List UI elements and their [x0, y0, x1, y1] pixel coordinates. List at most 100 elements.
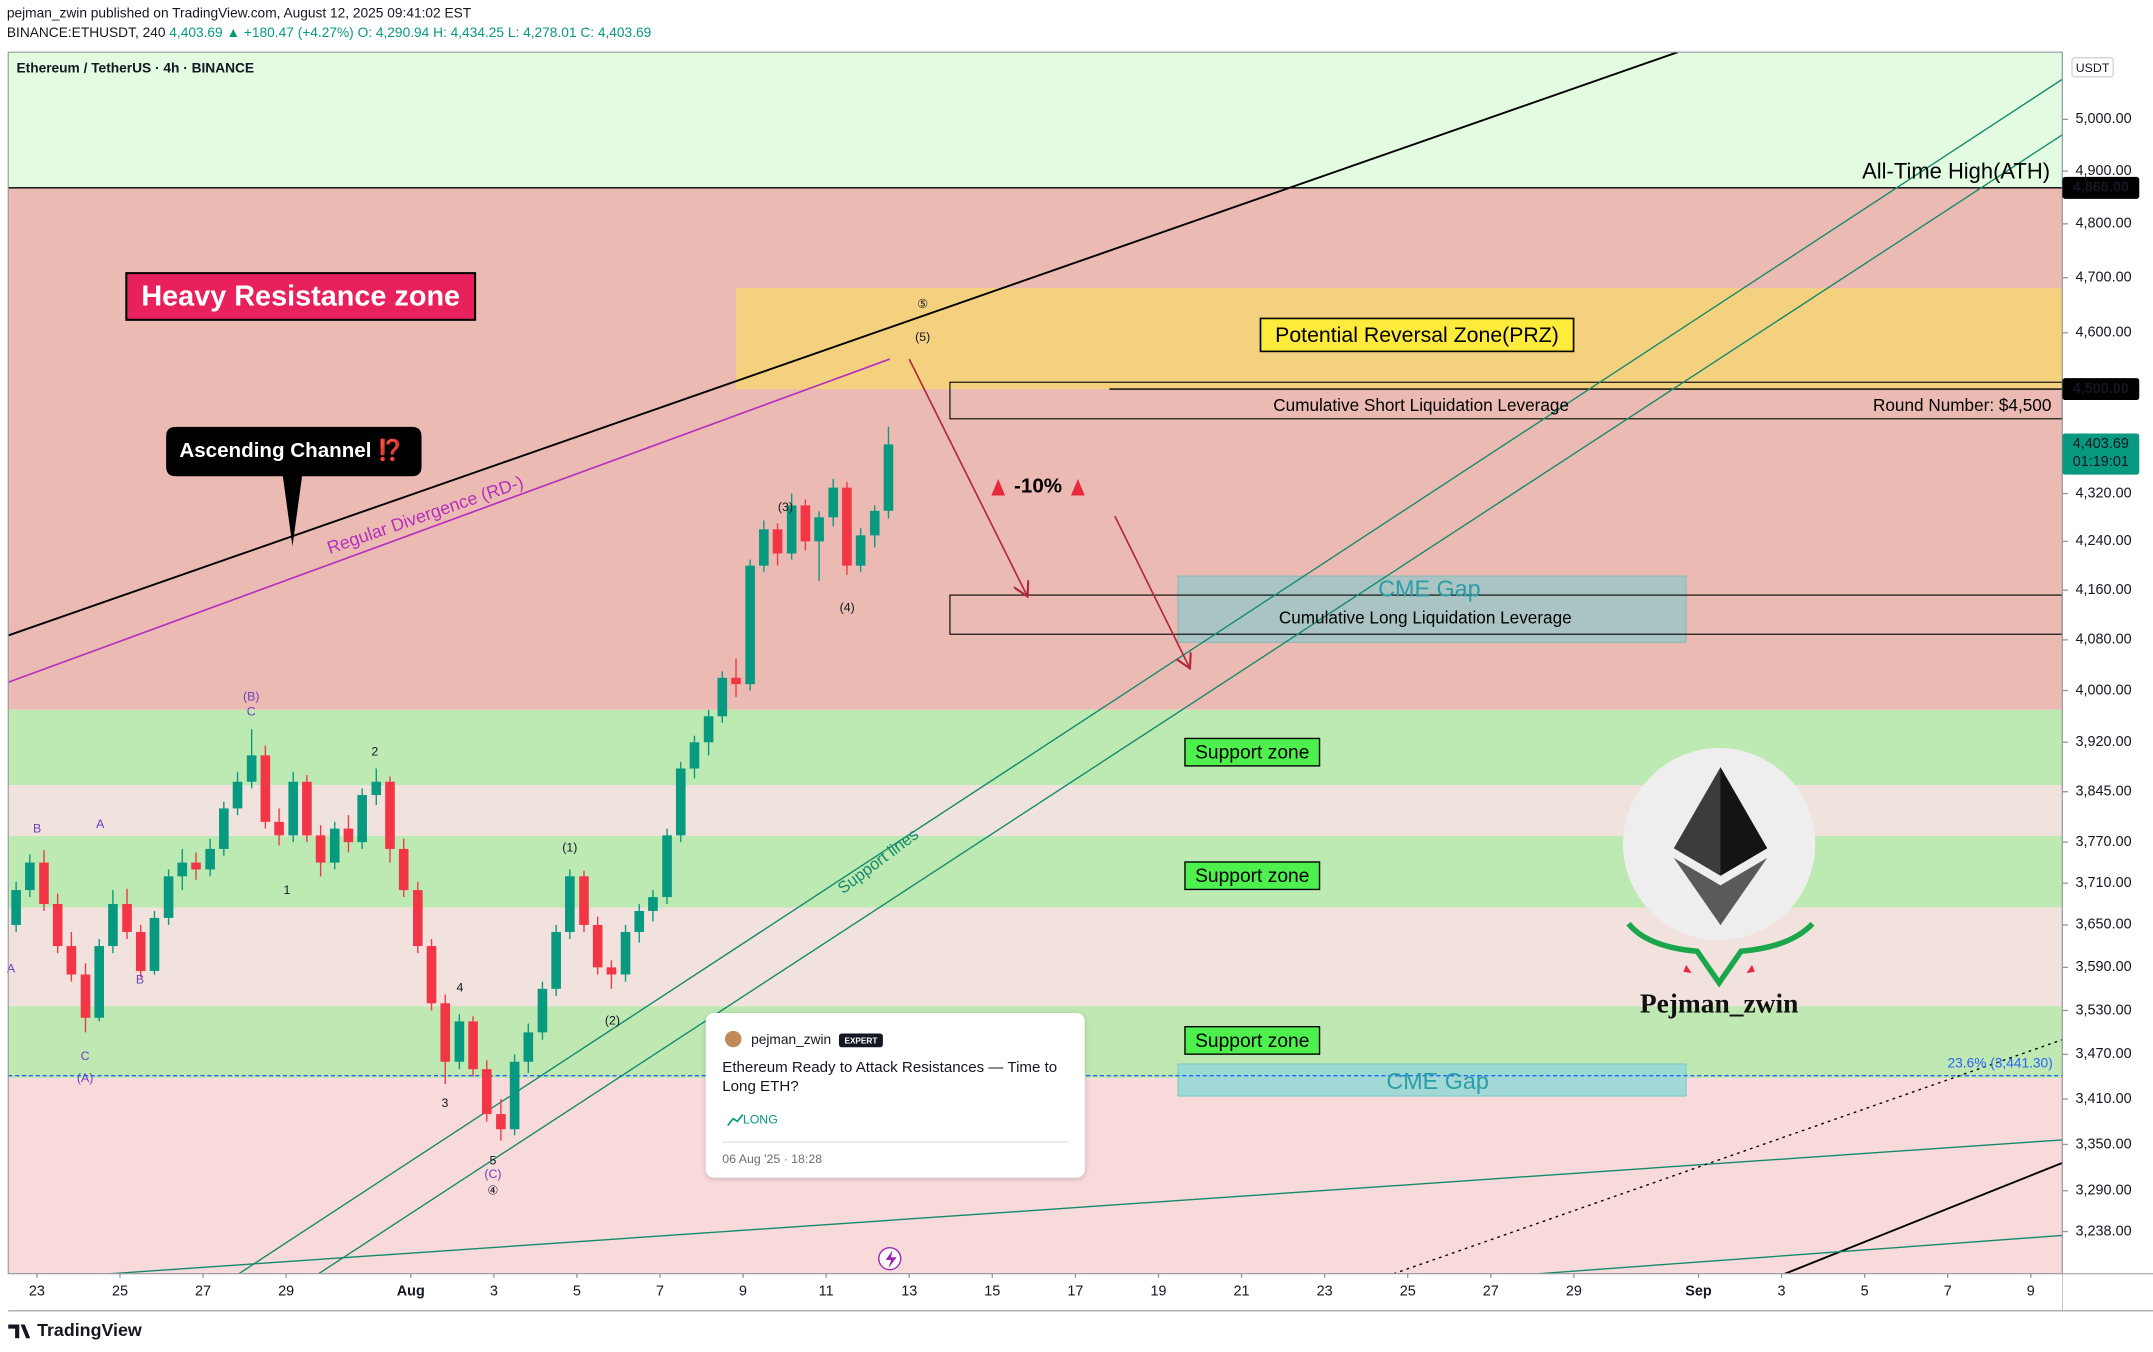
- brand: TradingView: [37, 1320, 142, 1340]
- wave-label: A: [7, 961, 16, 975]
- y-tick-label: 4,700.00: [2076, 270, 2132, 286]
- candle-body: [855, 535, 866, 566]
- price-label: 4,500.00: [2073, 381, 2129, 397]
- candle-body: [80, 974, 91, 1018]
- x-tick-label: 27: [1483, 1283, 1499, 1299]
- support-label-box: [1184, 737, 1321, 767]
- candle-body: [11, 890, 21, 925]
- candle-body: [579, 876, 589, 925]
- card-bg: [705, 1012, 1085, 1178]
- candle-body: [25, 862, 35, 891]
- candle-body: [496, 1114, 506, 1130]
- candle-body: [413, 890, 423, 947]
- resistance-label: Heavy Resistance zone: [141, 280, 460, 312]
- x-tick-label: 29: [1566, 1283, 1582, 1299]
- candle-body: [371, 781, 382, 796]
- candle-body: [551, 931, 561, 989]
- avatar: [724, 1030, 742, 1048]
- candle-body: [163, 876, 174, 918]
- x-tick-label: 7: [656, 1283, 664, 1299]
- prz-label: Potential Reversal Zone(PRZ): [1275, 323, 1559, 347]
- candle-body: [260, 755, 271, 822]
- x-tick-label: 29: [278, 1283, 294, 1299]
- trend-line: [318, 134, 2063, 1274]
- candle-body: [108, 903, 118, 947]
- cme-gap-label: CME Gap: [1378, 575, 1480, 601]
- cme-gap-label: CME Gap: [1386, 1068, 1488, 1094]
- x-tick-label: 9: [2027, 1283, 2035, 1299]
- candle-body: [800, 505, 811, 542]
- drop-label: -10%: [1014, 475, 1062, 498]
- resistance-label-box: [125, 272, 477, 321]
- trend-line: [238, 78, 2063, 1274]
- candle-body: [828, 487, 839, 518]
- channel-label: Ascending Channel ⁉️: [179, 438, 402, 462]
- candle-body: [883, 444, 894, 511]
- candle-body: [620, 931, 631, 975]
- wave-label: A: [96, 817, 105, 831]
- prz-label-box: [1259, 317, 1575, 353]
- card-title-wrap: Ethereum Ready to Attack Resistances — T…: [722, 1059, 1058, 1096]
- x-tick-label: 13: [901, 1283, 917, 1299]
- candle-body: [703, 716, 714, 743]
- fib-label: 23.6% (3,441.30): [1947, 1055, 2052, 1070]
- candle-body: [759, 529, 769, 566]
- support-label: Support zone: [1195, 866, 1309, 887]
- long-liquidation-label: Cumulative Long Liquidation Leverage: [1279, 608, 1572, 628]
- card-title: Ethereum Ready to Attack Resistances — T…: [722, 1059, 1058, 1096]
- x-tick-label: 3: [1778, 1283, 1786, 1299]
- y-tick-label: 5,000.00: [2076, 111, 2132, 127]
- candle-body: [39, 862, 49, 904]
- x-tick-label: 7: [1944, 1283, 1952, 1299]
- candle-body: [869, 510, 880, 536]
- x-tick-label: 5: [573, 1283, 581, 1299]
- trend-line: [109, 1139, 2063, 1274]
- wave-label: (2): [605, 1013, 620, 1027]
- y-tick-label: 3,770.00: [2076, 834, 2132, 850]
- candle-body: [814, 517, 824, 542]
- candle-body: [52, 903, 63, 947]
- siren-icon: [1071, 479, 1085, 496]
- price-label-bg: [2062, 176, 2140, 199]
- candle-body: [274, 821, 284, 836]
- candle-body: [205, 848, 215, 870]
- x-tick-label: Sep: [1685, 1283, 1712, 1299]
- trend-line: [8, 358, 890, 684]
- wave-label: B: [136, 972, 144, 986]
- candle-body: [135, 931, 146, 971]
- candle-body: [66, 946, 77, 975]
- arrow: [1114, 515, 1189, 667]
- candle-body: [523, 1032, 534, 1062]
- logo-diamond: [1720, 767, 1768, 876]
- wave-label: (3): [778, 500, 793, 514]
- last-change: 4,403.69 ▲ +180.47 (+4.27%): [169, 25, 353, 40]
- support-label: Support zone: [1195, 743, 1309, 764]
- candle-body: [481, 1069, 492, 1115]
- candle-body: [731, 677, 741, 685]
- y-tick-label: 4,000.00: [2076, 682, 2132, 698]
- card-direction: LONG: [743, 1112, 778, 1126]
- candle-body: [357, 795, 367, 843]
- candle-body: [454, 1021, 465, 1062]
- y-tick-label: 4,080.00: [2076, 632, 2132, 648]
- time-axis-bg: [8, 1273, 2063, 1311]
- x-tick-label: 9: [739, 1283, 747, 1299]
- candle-body: [385, 781, 395, 849]
- price-zone: [8, 52, 2063, 188]
- y-tick-label: 3,650.00: [2076, 917, 2132, 933]
- candle-body: [440, 1003, 451, 1062]
- idea-card[interactable]: pejman_zwin EXPERT Ethereum Ready to Att…: [705, 1012, 1085, 1178]
- candle-body: [592, 924, 603, 968]
- logo-accent: [1683, 964, 1755, 974]
- y-tick-label: 4,800.00: [2076, 216, 2132, 232]
- card-author: pejman_zwin: [751, 1032, 831, 1047]
- x-tick-label: Aug: [397, 1283, 425, 1299]
- candle-body: [149, 917, 160, 971]
- wave-label: (B): [243, 690, 259, 704]
- last-price-bg: [2062, 433, 2140, 475]
- candle-body: [662, 835, 672, 898]
- publisher-line: pejman_zwin published on TradingView.com…: [7, 5, 472, 20]
- range-box: [1177, 1063, 1687, 1097]
